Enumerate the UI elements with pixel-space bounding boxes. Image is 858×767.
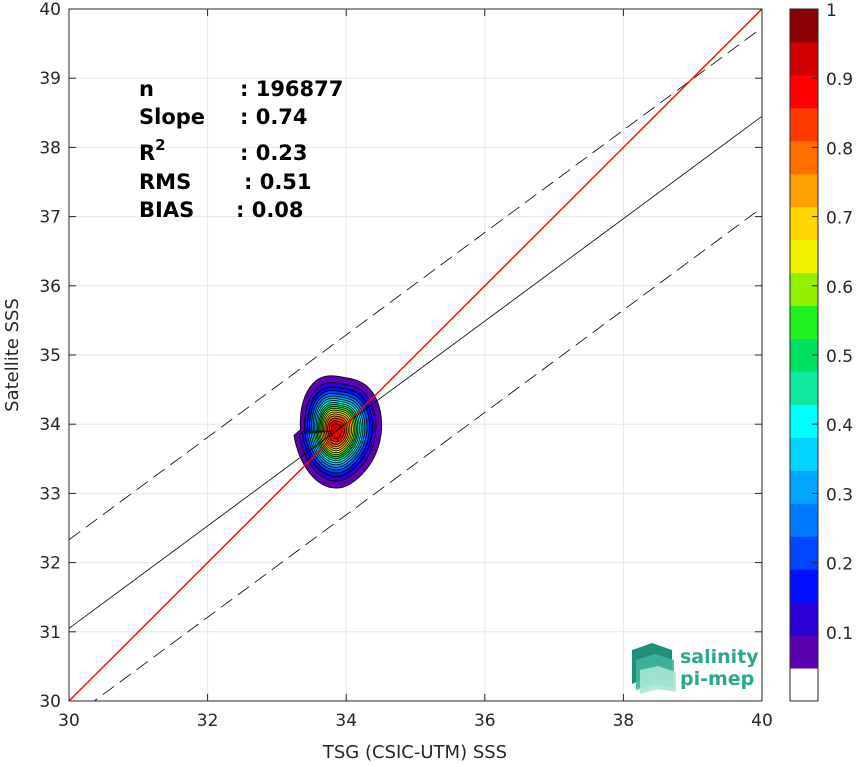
colorbar-tick-label: 0.3 bbox=[826, 485, 853, 505]
x-tick-label: 32 bbox=[197, 711, 219, 731]
colorbar-segment bbox=[790, 536, 818, 570]
colorbar-segment bbox=[790, 272, 818, 307]
colorbar-tick-label: 0.4 bbox=[826, 416, 853, 436]
error-band-line bbox=[93, 207, 762, 701]
stat-label: RMS bbox=[139, 170, 191, 194]
logo-line-1: salinity bbox=[680, 646, 759, 668]
stat-value: : 0.08 bbox=[236, 198, 304, 222]
error-band-line bbox=[69, 27, 762, 541]
colorbar-segment bbox=[790, 602, 818, 636]
colorbar-segment bbox=[790, 74, 818, 109]
colorbar-segment bbox=[790, 371, 818, 405]
y-tick-label: 32 bbox=[39, 554, 61, 574]
y-tick-label: 31 bbox=[39, 623, 61, 643]
grid bbox=[68, 8, 763, 702]
reference-lines bbox=[69, 9, 762, 701]
colorbar-segment bbox=[790, 140, 818, 175]
stat-label: Slope bbox=[139, 105, 205, 129]
stat-label: BIAS bbox=[139, 198, 194, 222]
stat-value: : 0.74 bbox=[240, 105, 308, 129]
colorbar-segment bbox=[790, 41, 818, 76]
salinity-pimep-logo: salinity pi-mep bbox=[632, 643, 759, 694]
colorbar: 0.1 0.2 0.3 0.4 0.5 0.6 0.7 0.8 0.9 1 bbox=[789, 1, 853, 702]
x-tick-label: 38 bbox=[613, 711, 635, 731]
axis-ticks: 30 32 34 36 38 40 30 31 32 33 34 35 36 37 38 39 40 bbox=[39, 0, 772, 731]
colorbar-segment bbox=[790, 305, 818, 340]
y-tick-label: 34 bbox=[39, 415, 61, 435]
y-tick-label: 36 bbox=[39, 277, 61, 297]
colorbar-tick-label: 0.2 bbox=[826, 555, 853, 575]
stat-value: : 0.23 bbox=[240, 141, 308, 165]
y-tick-label: 30 bbox=[39, 692, 61, 712]
colorbar-segment bbox=[790, 173, 818, 208]
colorbar-tick-label: 0.1 bbox=[826, 624, 853, 644]
stat-label: n bbox=[139, 77, 154, 101]
logo-mark-icon bbox=[632, 643, 676, 694]
colorbar-tick-label: 1 bbox=[826, 1, 837, 21]
x-tick-label: 36 bbox=[474, 711, 496, 731]
y-tick-label: 38 bbox=[39, 138, 61, 158]
colorbar-segment bbox=[790, 206, 818, 241]
colorbar-segment bbox=[790, 107, 818, 142]
regression-line bbox=[69, 115, 762, 629]
colorbar-segment bbox=[790, 503, 818, 537]
y-tick-label: 35 bbox=[39, 346, 61, 366]
colorbar-segment bbox=[790, 437, 818, 471]
y-axis-label: Satellite SSS bbox=[2, 298, 23, 412]
colorbar-tick-label: 0.6 bbox=[826, 278, 853, 298]
y-tick-label: 33 bbox=[39, 484, 61, 504]
stat-value: : 196877 bbox=[240, 77, 343, 101]
x-tick-label: 34 bbox=[335, 711, 357, 731]
colorbar-tick-label: 0.5 bbox=[826, 347, 853, 367]
stat-superscript: 2 bbox=[155, 136, 165, 154]
colorbar-tick-label: 0.9 bbox=[826, 70, 853, 90]
colorbar-segment bbox=[790, 569, 818, 603]
colorbar-segment bbox=[790, 668, 818, 702]
y-tick-label: 40 bbox=[39, 0, 61, 20]
y-tick-label: 37 bbox=[39, 208, 61, 228]
identity-line bbox=[69, 9, 762, 701]
colorbar-segment bbox=[790, 9, 818, 43]
y-tick-label: 39 bbox=[39, 69, 61, 89]
x-axis-label: TSG (CSIC-UTM) SSS bbox=[322, 742, 507, 763]
colorbar-tick-label: 0.8 bbox=[826, 139, 853, 159]
colorbar-segment bbox=[790, 239, 818, 274]
colorbar-tick-label: 0.7 bbox=[826, 209, 853, 229]
x-tick-label: 40 bbox=[751, 711, 773, 731]
stat-value: : 0.51 bbox=[244, 170, 312, 194]
colorbar-segment bbox=[790, 470, 818, 504]
logo-line-2: pi-mep bbox=[680, 668, 754, 690]
colorbar-segment bbox=[790, 404, 818, 438]
colorbar-segment bbox=[790, 635, 818, 669]
x-tick-label: 30 bbox=[58, 711, 80, 731]
